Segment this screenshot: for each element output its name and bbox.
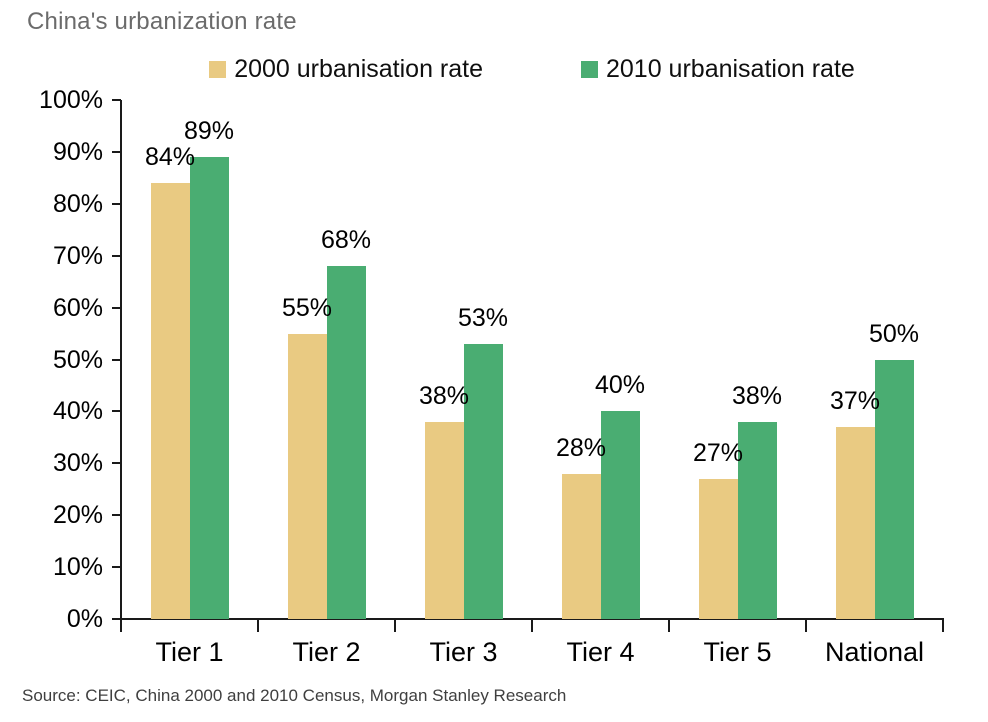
legend-label: 2000 urbanisation rate	[234, 55, 483, 83]
x-axis-tick	[394, 618, 396, 632]
bar-value-label-tier-3-2010-urbanisation-rate: 53%	[457, 303, 509, 332]
y-axis-tick-label: 0%	[66, 605, 103, 633]
y-axis-tick-label: 90%	[52, 137, 103, 166]
y-axis-tick-label: 80%	[52, 189, 103, 218]
bar-2000-urbanisation-rate-national: 37%	[830, 387, 880, 619]
x-axis-tick	[531, 618, 533, 632]
y-axis-tick	[112, 99, 121, 101]
y-axis-tick-label: 30%	[52, 449, 103, 478]
bar-2010-urbanisation-rate-tier-1: 89%	[184, 117, 234, 619]
x-axis-tick	[668, 618, 670, 632]
y-axis-tick	[112, 514, 121, 517]
x-axis-label-tier-1: Tier 1	[155, 637, 224, 667]
x-axis-label-tier-3: Tier 3	[429, 637, 498, 667]
bar-value-label-tier-1-2000-urbanisation-rate: 84%	[144, 143, 196, 172]
y-axis-tick-label: 10%	[52, 553, 103, 582]
plot-area: 84% 89% 55% 68% 38% 53% 28% 40% 27% 38% 37% 50%	[121, 100, 943, 619]
y-axis-tick	[112, 566, 121, 569]
y-axis-tick	[112, 202, 121, 205]
x-axis-label-tier-2: Tier 2	[292, 637, 361, 667]
y-axis-tick-label: 20%	[52, 501, 103, 530]
y-axis-tick-label: 40%	[52, 397, 103, 426]
x-axis-label-tier-5: Tier 5	[703, 637, 772, 667]
bar-2010-urbanisation-rate-tier-3: 53%	[458, 304, 508, 619]
bar-value-label-tier-3-2000-urbanisation-rate: 38%	[418, 381, 470, 410]
bar-2000-urbanisation-rate-tier-5: 27%	[693, 439, 743, 619]
y-axis-tick	[112, 150, 121, 153]
bar-2000-urbanisation-rate-tier-2: 55%	[282, 294, 332, 619]
y-axis-tick-label: 70%	[52, 241, 103, 270]
x-axis-tick	[942, 618, 944, 632]
y-axis-tick	[112, 306, 121, 309]
bar-group-tier-4: 28% 40%	[532, 100, 669, 619]
legend-item-2010-urbanisation-rate: 2010 urbanisation rate	[581, 55, 855, 84]
y-axis-tick-label: 60%	[52, 293, 103, 322]
x-axis-label-tier-4: Tier 4	[566, 637, 635, 667]
bar-value-label-tier-4-2000-urbanisation-rate: 28%	[555, 433, 607, 462]
bar-value-label-national-2000-urbanisation-rate: 37%	[829, 386, 881, 415]
bar-value-label-tier-5-2010-urbanisation-rate: 38%	[731, 381, 783, 410]
y-axis-tick	[112, 462, 121, 465]
x-axis-tick	[257, 618, 259, 632]
y-axis-tick	[112, 358, 121, 361]
bar-group-tier-5: 27% 38%	[669, 100, 806, 619]
legend: 2000 urbanisation rate 2010 urbanisation …	[121, 55, 943, 84]
bar-value-label-tier-1-2010-urbanisation-rate: 89%	[183, 117, 235, 146]
bar-2010-urbanisation-rate-national: 50%	[869, 320, 919, 619]
bar-2010-urbanisation-rate-tier-2: 68%	[321, 226, 371, 619]
y-axis-tick	[112, 410, 121, 413]
bar-value-label-tier-4-2010-urbanisation-rate: 40%	[594, 371, 646, 400]
legend-swatch-icon	[209, 61, 227, 78]
y-axis-tick	[112, 254, 121, 257]
chart-title: China's urbanization rate	[27, 8, 297, 35]
bar-value-label-tier-2-2000-urbanisation-rate: 55%	[281, 293, 333, 322]
bar-2010-urbanisation-rate-tier-5: 38%	[732, 382, 782, 619]
bar-group-tier-2: 55% 68%	[258, 100, 395, 619]
bar-2000-urbanisation-rate-tier-4: 28%	[556, 434, 606, 619]
legend-label: 2010 urbanisation rate	[606, 55, 855, 83]
y-axis-tick-label: 100%	[39, 86, 103, 114]
bar-group-tier-1: 84% 89%	[121, 100, 258, 619]
y-axis-tick-label: 50%	[52, 345, 103, 374]
legend-item-2000-urbanisation-rate: 2000 urbanisation rate	[209, 55, 483, 84]
x-axis-labels: Tier 1 Tier 2 Tier 3 Tier 4 Tier 5 National	[121, 637, 943, 668]
x-axis-tick	[805, 618, 807, 632]
bar-value-label-tier-2-2010-urbanisation-rate: 68%	[320, 226, 372, 255]
bar-group-national: 37% 50%	[806, 100, 943, 619]
bar-2000-urbanisation-rate-tier-3: 38%	[419, 382, 469, 619]
source-note: Source: CEIC, China 2000 and 2010 Census…	[22, 686, 567, 705]
legend-swatch-icon	[581, 61, 598, 78]
x-axis-line	[112, 618, 943, 620]
x-axis-tick	[120, 618, 122, 632]
bar-group-tier-3: 38% 53%	[395, 100, 532, 619]
y-axis-line	[120, 100, 122, 620]
bar-2000-urbanisation-rate-tier-1: 84%	[145, 143, 195, 619]
x-axis-label-national: National	[824, 637, 925, 667]
bar-value-label-national-2010-urbanisation-rate: 50%	[868, 319, 920, 348]
bar-2010-urbanisation-rate-tier-4: 40%	[595, 371, 645, 619]
bar-value-label-tier-5-2000-urbanisation-rate: 27%	[692, 438, 744, 467]
